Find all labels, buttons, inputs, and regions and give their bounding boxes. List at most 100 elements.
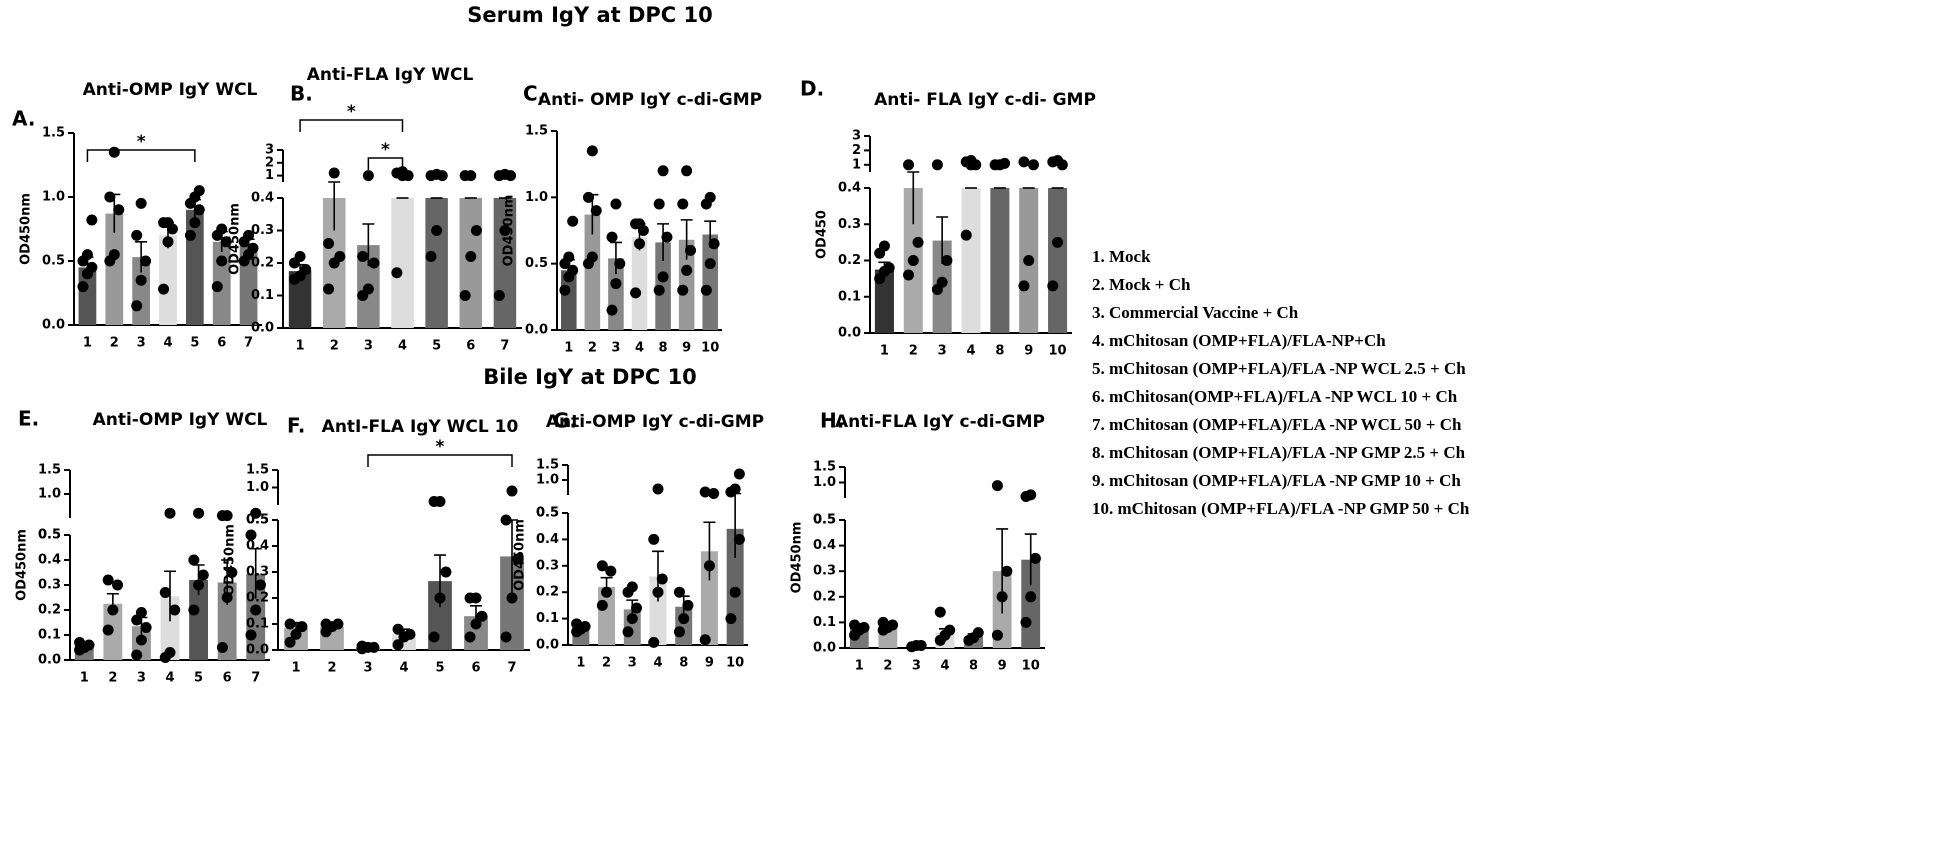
data-point xyxy=(193,204,205,216)
error-bar xyxy=(657,223,670,262)
data-point xyxy=(656,573,668,585)
y-tick-label: 0.5 xyxy=(536,506,559,521)
panel-label: F. xyxy=(287,414,305,438)
data-point xyxy=(708,488,720,499)
data-point xyxy=(704,191,716,203)
data-point xyxy=(357,251,369,262)
data-point xyxy=(903,159,915,171)
data-point xyxy=(681,264,693,276)
data-point xyxy=(673,586,685,598)
data-point xyxy=(464,631,476,643)
legend-entry: 6. mChitosan(OMP+FLA)/FLA -NP WCL 10 + C… xyxy=(1092,387,1458,406)
data-point xyxy=(356,640,368,652)
data-point xyxy=(703,560,715,572)
y-tick-label: 0.0 xyxy=(525,323,548,338)
data-point xyxy=(648,636,660,648)
y-tick-label: 0.2 xyxy=(838,253,861,268)
data-point xyxy=(610,278,622,290)
data-point xyxy=(368,641,380,653)
data-point xyxy=(596,599,608,611)
x-tick-label: 4 xyxy=(398,339,407,354)
data-point xyxy=(102,574,114,586)
data-point xyxy=(606,231,618,243)
x-tick-label: 9 xyxy=(682,341,691,356)
x-tick-label: 8 xyxy=(995,344,1004,359)
data-point xyxy=(86,261,98,273)
bar xyxy=(584,214,601,330)
y-axis-label: OD450nm xyxy=(15,529,30,601)
data-point xyxy=(563,251,575,263)
panel-label: D. xyxy=(800,77,824,101)
y-tick-label: 2 xyxy=(265,155,274,170)
data-point xyxy=(999,157,1011,169)
data-point xyxy=(323,238,335,249)
data-point xyxy=(883,262,895,274)
data-point xyxy=(1018,156,1030,168)
bar xyxy=(702,234,718,330)
x-tick-label: 10 xyxy=(1022,659,1040,674)
x-tick-label: 1 xyxy=(564,341,573,356)
data-point xyxy=(431,168,443,180)
data-point xyxy=(991,480,1003,492)
y-tick-label: 1 xyxy=(265,168,274,183)
data-point xyxy=(107,604,119,616)
data-point xyxy=(559,284,571,296)
chart-title: Anti-OMP IgY WCL xyxy=(93,410,268,430)
x-tick-label: 6 xyxy=(223,671,232,686)
data-point xyxy=(1052,154,1064,166)
x-tick-label: 4 xyxy=(940,659,949,674)
y-tick-label: 1.0 xyxy=(536,473,559,488)
bar xyxy=(990,188,1010,333)
bar xyxy=(159,235,177,325)
x-tick-label: 10 xyxy=(726,656,744,671)
y-tick-label: 1.0 xyxy=(525,190,548,205)
data-point xyxy=(135,634,147,646)
data-point xyxy=(216,642,228,653)
data-point xyxy=(601,586,613,598)
y-tick-label: 1 xyxy=(852,157,861,172)
x-tick-label: 4 xyxy=(635,341,644,356)
y-tick-label: 0.5 xyxy=(42,254,65,269)
significance-bracket xyxy=(299,119,404,132)
data-point xyxy=(1052,236,1064,248)
data-point xyxy=(965,154,977,166)
bar xyxy=(189,580,208,660)
data-point xyxy=(221,510,233,522)
error-bar xyxy=(328,181,341,231)
significance-bracket xyxy=(367,454,513,467)
y-tick-label: 0.4 xyxy=(838,181,861,196)
data-point xyxy=(729,483,741,495)
data-point xyxy=(392,639,404,651)
x-tick-label: 4 xyxy=(165,671,174,686)
data-point xyxy=(221,592,233,603)
y-tick-label: 0.1 xyxy=(246,617,269,632)
y-tick-label: 0.0 xyxy=(536,638,559,653)
data-point xyxy=(605,565,617,577)
data-point xyxy=(300,264,312,275)
data-point xyxy=(226,567,238,578)
x-tick-label: 8 xyxy=(679,656,688,671)
data-point xyxy=(465,170,477,182)
significance-label: * xyxy=(347,102,356,122)
data-point xyxy=(476,610,488,622)
significance-bracket xyxy=(367,157,404,170)
panel-label: A. xyxy=(12,107,35,131)
error-bar xyxy=(362,223,375,267)
y-tick-label: 0.4 xyxy=(38,553,61,568)
y-tick-label: 1.5 xyxy=(246,463,269,478)
y-tick-label: 1.5 xyxy=(42,126,65,141)
bar xyxy=(459,198,483,328)
data-point xyxy=(158,283,170,295)
significance-label: * xyxy=(137,132,146,152)
data-point xyxy=(878,240,890,252)
data-point xyxy=(470,225,482,236)
significance-label: * xyxy=(381,140,390,160)
x-tick-label: 4 xyxy=(399,661,408,676)
x-tick-label: 1 xyxy=(855,659,864,674)
data-point xyxy=(294,251,306,262)
y-tick-label: 0.3 xyxy=(246,565,269,580)
data-point xyxy=(397,166,408,178)
x-tick-label: 6 xyxy=(471,661,480,676)
x-tick-label: 3 xyxy=(137,671,146,686)
bar xyxy=(425,198,448,328)
